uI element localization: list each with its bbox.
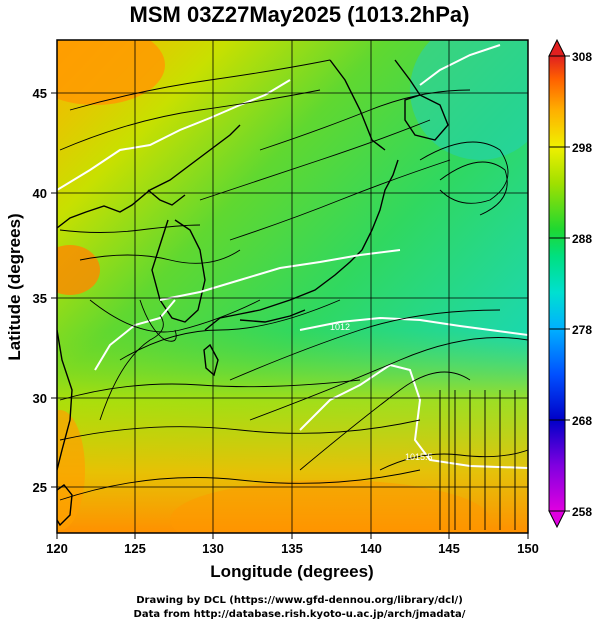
colorbar-tick-label: 308 <box>572 50 592 64</box>
x-tick-label: 135 <box>281 541 303 556</box>
y-tick-label: 40 <box>33 186 47 201</box>
temperature-field <box>57 40 528 533</box>
contour-label: 1015.5 <box>405 452 433 462</box>
colorbar-max-arrow <box>548 38 566 57</box>
x-tick-label: 130 <box>202 541 224 556</box>
y-axis-label: Latitude (degrees) <box>5 213 24 360</box>
colorbar-tick-label: 258 <box>572 505 592 519</box>
y-tick-label: 30 <box>33 391 47 406</box>
colorbar-tick-label: 278 <box>572 323 592 337</box>
colorbar: 308 298 288 278 268 258 <box>548 38 592 529</box>
x-tick-label: 125 <box>124 541 146 556</box>
colorbar-min-arrow <box>548 510 566 529</box>
colorbar-tick-label: 268 <box>572 414 592 428</box>
colorbar-tick-label: 288 <box>572 232 592 246</box>
wind-streamlines <box>59 59 528 530</box>
colorbar-tick-label: 298 <box>572 141 592 155</box>
credit-drawing: Drawing by DCL (https://www.gfd-dennou.o… <box>136 595 463 606</box>
isobar-lines <box>57 44 528 469</box>
contour-label: 1012 <box>330 322 350 332</box>
axis-ticks <box>51 92 529 539</box>
x-tick-label: 150 <box>517 541 539 556</box>
x-tick-label: 140 <box>360 541 382 556</box>
x-tick-label: 120 <box>46 541 68 556</box>
x-axis-label: Longitude (degrees) <box>210 562 373 581</box>
map-grid <box>57 40 528 533</box>
y-tick-label: 45 <box>33 86 47 101</box>
credit-data-source: Data from http://database.rish.kyoto-u.a… <box>133 609 466 620</box>
y-tick-label: 25 <box>33 480 47 495</box>
y-tick-label: 35 <box>33 291 47 306</box>
map-title: MSM 03Z27May2025 (1013.2hPa) <box>129 2 470 27</box>
x-tick-label: 145 <box>438 541 460 556</box>
